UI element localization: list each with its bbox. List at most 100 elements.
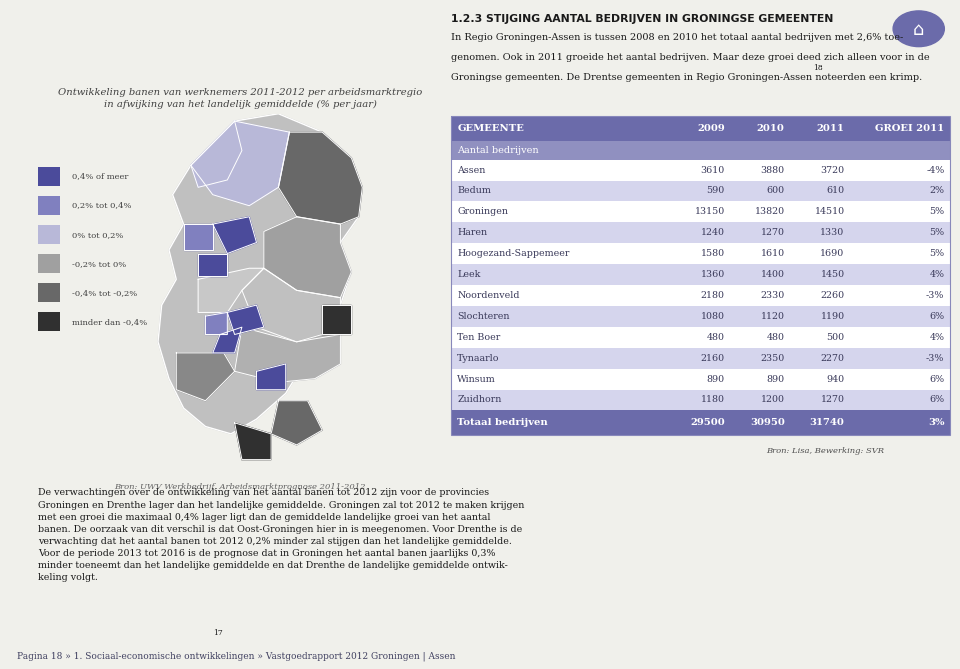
- Text: 2160: 2160: [701, 354, 725, 363]
- Text: 1330: 1330: [820, 228, 845, 237]
- Text: Pagina 18 » 1. Sociaal-economische ontwikkelingen » Vastgoedrapport 2012 Groning: Pagina 18 » 1. Sociaal-economische ontwi…: [17, 652, 456, 661]
- Text: 590: 590: [707, 187, 725, 195]
- Text: 4%: 4%: [929, 270, 945, 279]
- Text: 1.2.3 STIJGING AANTAL BEDRIJVEN IN GRONINGSE GEMEENTEN: 1.2.3 STIJGING AANTAL BEDRIJVEN IN GRONI…: [451, 14, 833, 24]
- Text: -3%: -3%: [926, 291, 945, 300]
- Text: 1180: 1180: [701, 395, 725, 405]
- Text: Hoogezand-Sappemeer: Hoogezand-Sappemeer: [457, 249, 569, 258]
- Text: genomen. Ook in 2011 groeide het aantal bedrijven. Maar deze groei deed zich all: genomen. Ook in 2011 groeide het aantal …: [451, 53, 930, 62]
- Polygon shape: [264, 217, 351, 298]
- FancyBboxPatch shape: [451, 348, 950, 369]
- Text: 3720: 3720: [821, 166, 845, 175]
- Text: 4%: 4%: [929, 332, 945, 342]
- FancyBboxPatch shape: [451, 411, 950, 435]
- Text: 480: 480: [767, 332, 784, 342]
- Polygon shape: [158, 114, 362, 434]
- Text: De verwachtingen over de ontwikkeling van het aantal banen tot 2012 zijn voor de: De verwachtingen over de ontwikkeling va…: [38, 488, 525, 583]
- Text: 2%: 2%: [929, 187, 945, 195]
- Text: 1270: 1270: [821, 395, 845, 405]
- Polygon shape: [213, 217, 256, 254]
- Text: 890: 890: [707, 375, 725, 383]
- Text: 31740: 31740: [809, 418, 845, 427]
- Text: 940: 940: [827, 375, 845, 383]
- Text: Groningse gemeenten. De Drentse gemeenten in Regio Groningen-Assen noteerden een: Groningse gemeenten. De Drentse gemeente…: [451, 73, 923, 82]
- Text: 2180: 2180: [701, 291, 725, 300]
- Text: -0,4% tot -0,2%: -0,4% tot -0,2%: [72, 289, 137, 297]
- Text: -0,2% tot 0%: -0,2% tot 0%: [72, 260, 127, 268]
- FancyBboxPatch shape: [38, 196, 60, 215]
- Text: ⌂: ⌂: [913, 21, 924, 39]
- Text: 1120: 1120: [760, 312, 784, 321]
- Text: 610: 610: [827, 187, 845, 195]
- Text: 1450: 1450: [821, 270, 845, 279]
- Text: 1400: 1400: [760, 270, 784, 279]
- Text: 14510: 14510: [814, 207, 845, 216]
- FancyBboxPatch shape: [38, 284, 60, 302]
- Polygon shape: [191, 121, 289, 205]
- Text: 6%: 6%: [929, 395, 945, 405]
- Text: GEMEENTE: GEMEENTE: [457, 124, 524, 132]
- Polygon shape: [323, 305, 351, 334]
- FancyBboxPatch shape: [451, 389, 950, 411]
- FancyBboxPatch shape: [451, 285, 950, 306]
- Polygon shape: [198, 254, 228, 276]
- Polygon shape: [242, 268, 341, 342]
- Text: Slochteren: Slochteren: [457, 312, 510, 321]
- Text: Leek: Leek: [457, 270, 481, 279]
- Polygon shape: [256, 364, 286, 389]
- Polygon shape: [205, 312, 228, 334]
- Text: 0,4% of meer: 0,4% of meer: [72, 173, 129, 181]
- Text: 0,2% tot 0,4%: 0,2% tot 0,4%: [72, 201, 132, 209]
- Text: 18: 18: [814, 64, 824, 72]
- Text: 2011: 2011: [817, 124, 845, 132]
- Text: 1690: 1690: [820, 249, 845, 258]
- FancyBboxPatch shape: [451, 327, 950, 348]
- Text: 1200: 1200: [760, 395, 784, 405]
- Polygon shape: [234, 327, 341, 382]
- Polygon shape: [177, 353, 234, 401]
- Text: Assen: Assen: [457, 166, 486, 175]
- Text: 2260: 2260: [821, 291, 845, 300]
- Circle shape: [893, 11, 945, 47]
- Text: Aantal bedrijven: Aantal bedrijven: [457, 146, 539, 155]
- Text: 6%: 6%: [929, 312, 945, 321]
- Text: 6%: 6%: [929, 375, 945, 383]
- FancyBboxPatch shape: [38, 312, 60, 331]
- FancyBboxPatch shape: [451, 222, 950, 244]
- Text: Noordenveld: Noordenveld: [457, 291, 519, 300]
- Text: Bron: UWV Werkbedrijf, Arbeidsmarktprognose 2011-2012: Bron: UWV Werkbedrijf, Arbeidsmarktprogn…: [114, 483, 366, 490]
- Text: Bedum: Bedum: [457, 187, 492, 195]
- Text: Totaal bedrijven: Totaal bedrijven: [457, 418, 548, 427]
- Text: 1610: 1610: [760, 249, 784, 258]
- Polygon shape: [271, 401, 323, 445]
- Text: 0% tot 0,2%: 0% tot 0,2%: [72, 231, 124, 239]
- Polygon shape: [183, 224, 213, 250]
- FancyBboxPatch shape: [451, 201, 950, 222]
- Text: 2270: 2270: [821, 354, 845, 363]
- Polygon shape: [228, 305, 264, 334]
- Text: Tynaarlo: Tynaarlo: [457, 354, 500, 363]
- Text: Bron: Lisa, Bewerking: SVR: Bron: Lisa, Bewerking: SVR: [767, 447, 884, 455]
- Text: 2330: 2330: [760, 291, 784, 300]
- Text: 1190: 1190: [821, 312, 845, 321]
- Text: -3%: -3%: [926, 354, 945, 363]
- Text: 5%: 5%: [929, 228, 945, 237]
- Polygon shape: [213, 327, 242, 353]
- Text: 13150: 13150: [694, 207, 725, 216]
- Text: 1270: 1270: [760, 228, 784, 237]
- Text: 500: 500: [827, 332, 845, 342]
- FancyBboxPatch shape: [38, 167, 60, 186]
- Text: 17: 17: [213, 630, 223, 638]
- FancyBboxPatch shape: [451, 264, 950, 285]
- Text: 2350: 2350: [760, 354, 784, 363]
- Text: 1360: 1360: [701, 270, 725, 279]
- Text: -4%: -4%: [926, 166, 945, 175]
- FancyBboxPatch shape: [451, 369, 950, 389]
- Text: 29500: 29500: [690, 418, 725, 427]
- Polygon shape: [191, 121, 242, 187]
- Text: GROEI 2011: GROEI 2011: [876, 124, 945, 132]
- FancyBboxPatch shape: [451, 181, 950, 201]
- Text: Zuidhorn: Zuidhorn: [457, 395, 501, 405]
- Text: Ontwikkeling banen van werknemers 2011-2012 per arbeidsmarktregio
in afwijking v: Ontwikkeling banen van werknemers 2011-2…: [58, 88, 422, 109]
- Text: 3880: 3880: [760, 166, 784, 175]
